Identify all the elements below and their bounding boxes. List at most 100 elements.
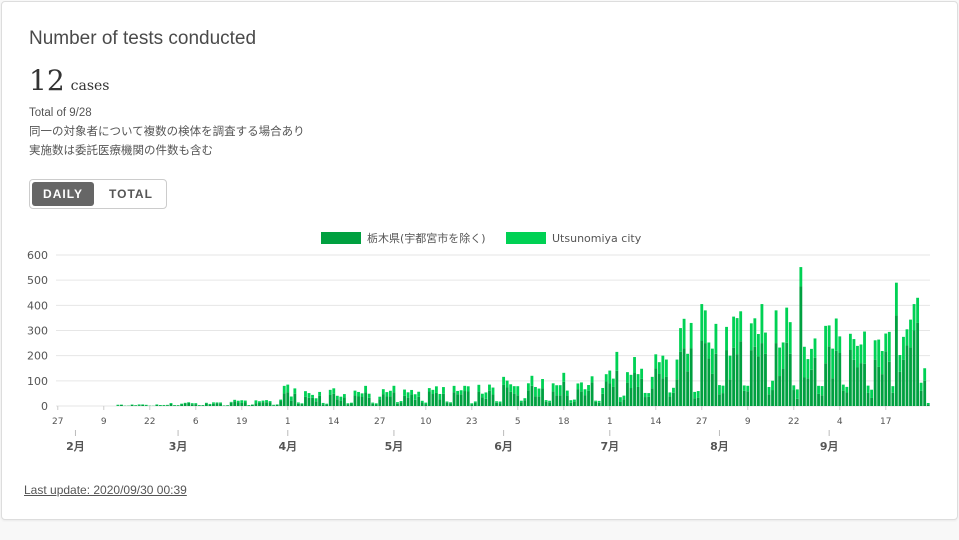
- bar-tochigi[interactable]: [919, 390, 923, 406]
- bar-utsunomiya[interactable]: [311, 394, 314, 398]
- bar-tochigi[interactable]: [371, 403, 375, 406]
- bar-tochigi[interactable]: [891, 392, 895, 406]
- bar-tochigi[interactable]: [254, 403, 258, 406]
- bar-tochigi[interactable]: [636, 386, 640, 406]
- bar-utsunomiya[interactable]: [427, 388, 431, 392]
- bar-tochigi[interactable]: [367, 397, 371, 406]
- bar-tochigi[interactable]: [657, 373, 661, 406]
- bar-tochigi[interactable]: [686, 371, 690, 406]
- bar-utsunomiya[interactable]: [502, 376, 506, 385]
- bar-utsunomiya[interactable]: [661, 355, 665, 379]
- bar-tochigi[interactable]: [120, 404, 123, 406]
- bar-tochigi[interactable]: [434, 392, 438, 406]
- bar-tochigi[interactable]: [388, 396, 392, 406]
- legend-label-tochigi[interactable]: 栃木県(宇都宮市を除く): [367, 231, 486, 245]
- bar-utsunomiya[interactable]: [870, 389, 874, 398]
- bar-utsunomiya[interactable]: [420, 400, 424, 403]
- bar-utsunomiya[interactable]: [364, 385, 368, 393]
- bar-tochigi[interactable]: [272, 405, 276, 406]
- bar-utsunomiya[interactable]: [735, 318, 739, 355]
- bar-utsunomiya[interactable]: [537, 388, 541, 397]
- bar-utsunomiya[interactable]: [580, 382, 583, 392]
- bar-utsunomiya[interactable]: [604, 374, 608, 382]
- bar-utsunomiya[interactable]: [360, 393, 364, 397]
- bar-utsunomiya[interactable]: [371, 402, 375, 404]
- bar-utsunomiya[interactable]: [307, 393, 311, 398]
- bar-tochigi[interactable]: [314, 401, 318, 406]
- bar-utsunomiya[interactable]: [742, 385, 746, 391]
- bar-utsunomiya[interactable]: [569, 400, 573, 403]
- bar-tochigi[interactable]: [410, 394, 414, 406]
- bar-tochigi[interactable]: [601, 393, 605, 406]
- bar-utsunomiya[interactable]: [480, 393, 484, 398]
- bar-utsunomiya[interactable]: [898, 355, 902, 372]
- bar-utsunomiya[interactable]: [572, 399, 576, 402]
- bar-utsunomiya[interactable]: [626, 372, 629, 383]
- bar-utsunomiya[interactable]: [838, 336, 842, 353]
- bar-tochigi[interactable]: [693, 398, 697, 406]
- bar-utsunomiya[interactable]: [169, 403, 173, 405]
- bar-tochigi[interactable]: [866, 392, 870, 406]
- bar-utsunomiya[interactable]: [909, 319, 912, 348]
- bar-tochigi[interactable]: [565, 395, 569, 406]
- bar-utsunomiya[interactable]: [473, 401, 477, 403]
- bar-tochigi[interactable]: [130, 405, 134, 406]
- bar-tochigi[interactable]: [587, 390, 590, 406]
- bar-utsunomiya[interactable]: [204, 402, 208, 404]
- bar-utsunomiya[interactable]: [764, 332, 767, 354]
- bar-utsunomiya[interactable]: [512, 386, 516, 394]
- bar-utsunomiya[interactable]: [810, 348, 813, 370]
- bar-tochigi[interactable]: [597, 402, 601, 406]
- bar-tochigi[interactable]: [385, 396, 389, 406]
- bar-tochigi[interactable]: [923, 380, 927, 406]
- bar-utsunomiya[interactable]: [859, 344, 863, 364]
- bar-tochigi[interactable]: [403, 395, 406, 406]
- legend-swatch-tochigi[interactable]: [321, 232, 361, 244]
- bar-utsunomiya[interactable]: [385, 392, 389, 397]
- bar-utsunomiya[interactable]: [243, 400, 247, 403]
- bar-utsunomiya[interactable]: [328, 389, 332, 395]
- bar-utsunomiya[interactable]: [219, 402, 222, 404]
- bar-utsunomiya[interactable]: [718, 385, 721, 395]
- bar-tochigi[interactable]: [873, 359, 877, 406]
- bar-tochigi[interactable]: [813, 357, 817, 406]
- bar-utsunomiya[interactable]: [841, 384, 845, 391]
- bar-utsunomiya[interactable]: [802, 346, 806, 378]
- bar-tochigi[interactable]: [764, 353, 767, 406]
- bar-tochigi[interactable]: [204, 403, 208, 406]
- bar-utsunomiya[interactable]: [261, 400, 265, 403]
- bar-tochigi[interactable]: [735, 354, 739, 406]
- bar-tochigi[interactable]: [622, 399, 626, 406]
- bar-tochigi[interactable]: [491, 394, 495, 406]
- bar-tochigi[interactable]: [802, 377, 806, 406]
- bar-tochigi[interactable]: [459, 394, 463, 406]
- bar-tochigi[interactable]: [572, 401, 576, 406]
- bar-tochigi[interactable]: [212, 403, 215, 406]
- bar-utsunomiya[interactable]: [194, 403, 198, 405]
- bar-tochigi[interactable]: [629, 388, 633, 406]
- bar-utsunomiya[interactable]: [788, 322, 792, 354]
- bar-utsunomiya[interactable]: [756, 334, 760, 357]
- bar-tochigi[interactable]: [537, 396, 541, 406]
- bar-tochigi[interactable]: [137, 405, 141, 406]
- bar-tochigi[interactable]: [799, 286, 803, 406]
- total-button[interactable]: TOTAL: [109, 187, 153, 201]
- bar-tochigi[interactable]: [859, 363, 863, 406]
- bar-tochigi[interactable]: [551, 391, 555, 406]
- bar-utsunomiya[interactable]: [339, 396, 343, 401]
- bar-tochigi[interactable]: [286, 392, 290, 406]
- bar-tochigi[interactable]: [771, 390, 774, 406]
- bar-tochigi[interactable]: [187, 402, 191, 406]
- bar-tochigi[interactable]: [190, 404, 194, 406]
- bar-utsunomiya[interactable]: [477, 384, 481, 392]
- bar-tochigi[interactable]: [615, 370, 619, 406]
- bar-tochigi[interactable]: [608, 383, 612, 406]
- bar-tochigi[interactable]: [700, 340, 704, 406]
- bar-tochigi[interactable]: [916, 322, 920, 406]
- bar-tochigi[interactable]: [173, 405, 176, 406]
- bar-utsunomiya[interactable]: [817, 385, 820, 394]
- bar-tochigi[interactable]: [470, 404, 474, 406]
- bar-utsunomiya[interactable]: [332, 388, 336, 394]
- bar-tochigi[interactable]: [392, 392, 396, 406]
- bar-utsunomiya[interactable]: [629, 374, 633, 389]
